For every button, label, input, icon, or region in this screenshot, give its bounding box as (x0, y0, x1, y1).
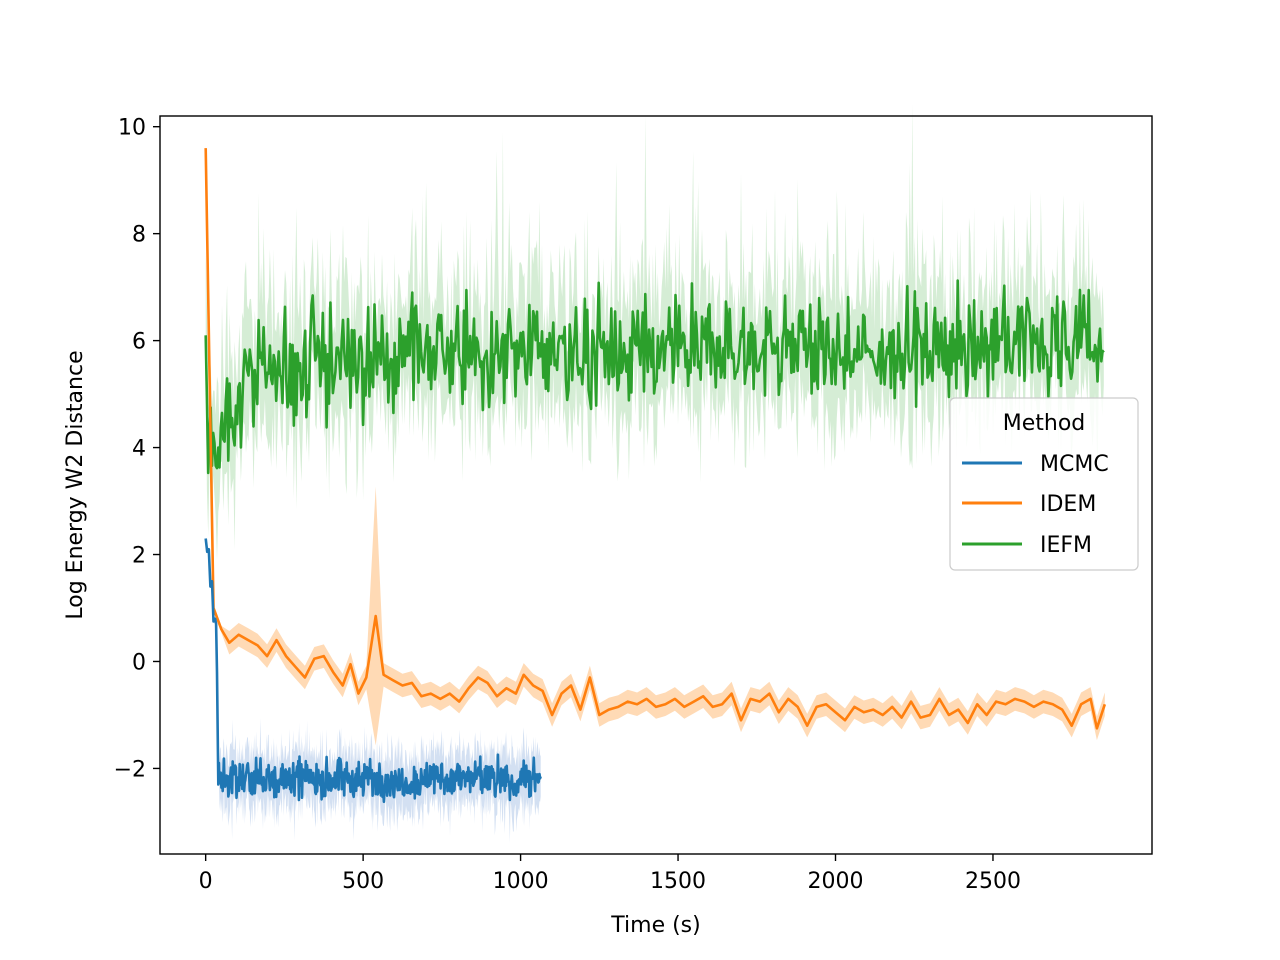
legend-label-mcmc: MCMC (1040, 452, 1109, 477)
x-axis-ticks: 0 500 1000 1500 2000 2500 (199, 854, 1021, 894)
series-lines (204, 148, 1107, 804)
x-tick-label: 2500 (965, 869, 1021, 894)
x-axis-label: Time (s) (610, 913, 700, 938)
x-tick-label: 1500 (650, 869, 706, 894)
mcmc-line (204, 538, 542, 804)
y-axis-ticks: −2 0 2 4 6 8 10 (114, 116, 160, 782)
iefm-line (204, 279, 1105, 475)
x-tick-label: 0 (199, 869, 213, 894)
y-tick-label: 2 (132, 544, 146, 569)
idem-line (204, 148, 1107, 730)
legend-box (949, 397, 1139, 571)
legend: Method MCMC IDEM IEFM (949, 397, 1139, 571)
y-tick-label: 4 (132, 437, 146, 462)
y-tick-label: −2 (114, 757, 146, 782)
axes-frame (159, 115, 1153, 855)
y-axis-label: Log Energy W2 Distance (63, 350, 88, 619)
legend-title: Method (1003, 411, 1086, 436)
legend-label-iefm: IEFM (1040, 533, 1092, 558)
legend-label-idem: IDEM (1040, 492, 1096, 517)
y-tick-label: 8 (132, 223, 146, 248)
iefm-band (205, 104, 1104, 560)
x-tick-label: 2000 (808, 869, 864, 894)
x-tick-label: 500 (342, 869, 384, 894)
x-tick-label: 1000 (493, 869, 549, 894)
y-tick-label: 0 (132, 650, 146, 675)
y-tick-label: 10 (118, 116, 146, 141)
y-tick-label: 6 (132, 330, 146, 355)
